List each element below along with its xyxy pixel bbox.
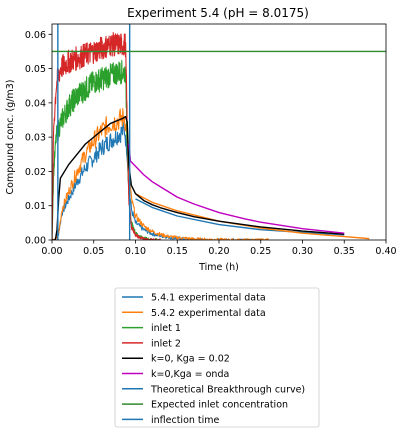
x-tick-label: 0.05 [83, 246, 104, 257]
y-axis: 0.00 0.01 0.02 0.03 0.04 0.05 0.06 [25, 30, 52, 247]
series-line-5 [128, 143, 345, 234]
series-layer [52, 24, 386, 240]
legend-label: inflection time [151, 415, 220, 426]
series-line-4 [52, 115, 345, 240]
y-axis-title: Compound conc. (g/m3) [5, 80, 16, 195]
legend-label: 5.4.1 experimental data [151, 293, 266, 304]
x-tick-label: 0.40 [375, 246, 396, 257]
legend-label: 5.4.2 experimental data [151, 308, 266, 319]
x-tick-label: 0.15 [167, 246, 188, 257]
x-tick-label: 0.10 [125, 246, 146, 257]
legend-label: inlet 1 [151, 323, 181, 334]
chart-title: Experiment 5.4 (pH = 8.0175) [127, 6, 309, 20]
legend-label: Expected inlet concentration [151, 400, 288, 411]
series-line-0 [52, 121, 262, 240]
series-line-3 [52, 32, 161, 240]
y-tick-label: 0.05 [25, 64, 46, 75]
legend-box [114, 287, 320, 428]
legend-label: inlet 2 [151, 338, 181, 349]
x-axis-title: Time (h) [198, 262, 239, 273]
x-tick-label: 0.00 [41, 246, 62, 257]
x-tick-label: 0.30 [292, 246, 313, 257]
y-tick-label: 0.02 [25, 167, 46, 178]
y-tick-label: 0.04 [25, 98, 46, 109]
y-tick-label: 0.01 [25, 201, 46, 212]
x-axis: 0.00 0.05 0.10 0.15 0.20 0.25 0.30 0.35 0.40 [41, 240, 397, 257]
legend-label: Theoretical Breakthrough curve) [150, 384, 305, 395]
x-tick-label: 0.35 [334, 246, 355, 257]
x-tick-label: 0.20 [208, 246, 229, 257]
y-tick-label: 0.03 [25, 133, 46, 144]
legend-label: k=0, Kga = 0.02 [151, 354, 230, 365]
x-tick-label: 0.25 [250, 246, 271, 257]
series-line-1 [52, 107, 270, 240]
legend-label: k=0,Kga = onda [151, 369, 229, 380]
y-tick-label: 0.00 [25, 236, 46, 247]
legend: 5.4.1 experimental data 5.4.2 experimenta… [122, 293, 305, 426]
y-tick-label: 0.06 [25, 30, 46, 41]
series-line-2 [52, 59, 161, 240]
